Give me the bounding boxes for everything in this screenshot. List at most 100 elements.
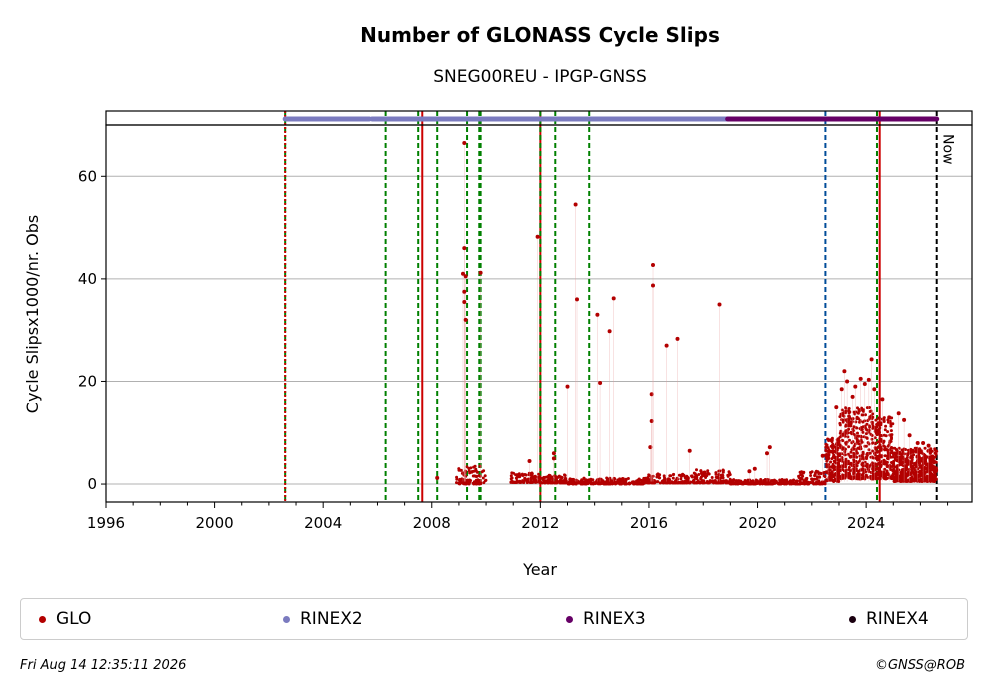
data-point — [925, 474, 929, 478]
data-point — [844, 459, 848, 463]
data-point — [928, 470, 932, 473]
data-point — [662, 474, 666, 478]
data-point — [533, 477, 537, 481]
data-point — [607, 329, 612, 334]
data-point — [852, 460, 856, 464]
data-point — [804, 479, 808, 483]
data-point — [876, 466, 879, 470]
data-point — [693, 481, 697, 485]
data-point — [885, 463, 889, 467]
data-point — [739, 481, 743, 485]
data-point — [865, 453, 869, 456]
data-point — [876, 458, 879, 462]
data-layer — [435, 141, 939, 486]
data-point — [458, 478, 462, 482]
data-point — [518, 479, 522, 483]
data-point — [844, 409, 848, 413]
data-point — [813, 472, 817, 476]
data-point — [515, 479, 519, 483]
data-point — [521, 479, 525, 483]
data-point — [721, 476, 725, 480]
data-point — [573, 202, 578, 207]
data-point — [811, 477, 815, 481]
data-point — [765, 451, 769, 456]
x-tick-label: 2016 — [630, 514, 668, 532]
data-point — [728, 481, 732, 485]
data-point — [713, 479, 717, 482]
data-point — [701, 474, 705, 478]
data-point — [565, 384, 570, 389]
data-point — [920, 468, 924, 472]
data-point — [871, 441, 875, 445]
data-point — [874, 477, 878, 481]
data-point — [858, 473, 861, 477]
data-point — [747, 469, 752, 474]
data-point — [900, 453, 903, 457]
legend-marker — [566, 615, 573, 623]
data-point — [468, 480, 472, 484]
data-point — [556, 475, 560, 479]
data-point — [824, 442, 828, 446]
data-point — [474, 467, 478, 471]
data-point — [778, 482, 782, 486]
footer-credit: ©GNSS@ROB — [874, 658, 965, 673]
data-point — [826, 456, 831, 461]
data-point — [856, 431, 859, 435]
data-point — [866, 467, 870, 470]
data-point — [919, 477, 923, 481]
data-point — [535, 234, 540, 239]
data-point — [800, 477, 804, 481]
data-point — [883, 445, 887, 449]
data-point — [895, 451, 899, 455]
data-point — [856, 461, 860, 465]
data-point — [603, 482, 607, 486]
data-point — [615, 481, 619, 485]
data-point — [880, 439, 884, 443]
data-point — [924, 456, 928, 460]
data-point — [908, 478, 912, 482]
data-point — [818, 471, 822, 475]
data-point — [873, 427, 877, 431]
data-point — [864, 413, 867, 417]
data-point — [882, 475, 886, 479]
data-point — [838, 415, 842, 419]
data-point — [915, 470, 919, 474]
data-point — [846, 435, 850, 439]
data-point — [901, 473, 904, 477]
data-point — [835, 474, 839, 478]
data-point — [855, 451, 859, 455]
data-point — [847, 407, 851, 410]
data-point — [842, 474, 846, 478]
data-point — [890, 449, 894, 453]
data-point — [515, 475, 519, 479]
data-point — [752, 482, 756, 486]
data-point — [874, 447, 878, 451]
data-point — [558, 481, 562, 485]
data-point — [863, 460, 867, 464]
data-point — [647, 473, 651, 477]
data-point — [861, 455, 865, 459]
data-point — [864, 432, 868, 436]
axes-layer: 1996 2000 2004 2008 2012 2016 2020 2024 0 20 40 60 N… — [78, 124, 973, 532]
data-point — [763, 478, 767, 481]
data-point — [465, 465, 469, 469]
data-point — [897, 446, 901, 450]
data-point — [897, 463, 901, 467]
data-point — [838, 459, 842, 463]
data-point — [679, 477, 683, 481]
data-point — [835, 465, 839, 469]
data-point — [904, 448, 907, 451]
data-point — [551, 451, 556, 456]
data-point — [918, 449, 922, 453]
data-point — [815, 477, 818, 481]
data-point — [873, 436, 877, 440]
data-point — [660, 479, 664, 483]
y-tick-label: 60 — [78, 167, 97, 185]
data-point — [705, 474, 709, 478]
data-point — [694, 473, 698, 477]
data-point — [868, 425, 871, 429]
data-point — [914, 463, 918, 467]
data-point — [571, 482, 575, 486]
data-point — [470, 470, 474, 474]
data-point — [637, 478, 641, 482]
